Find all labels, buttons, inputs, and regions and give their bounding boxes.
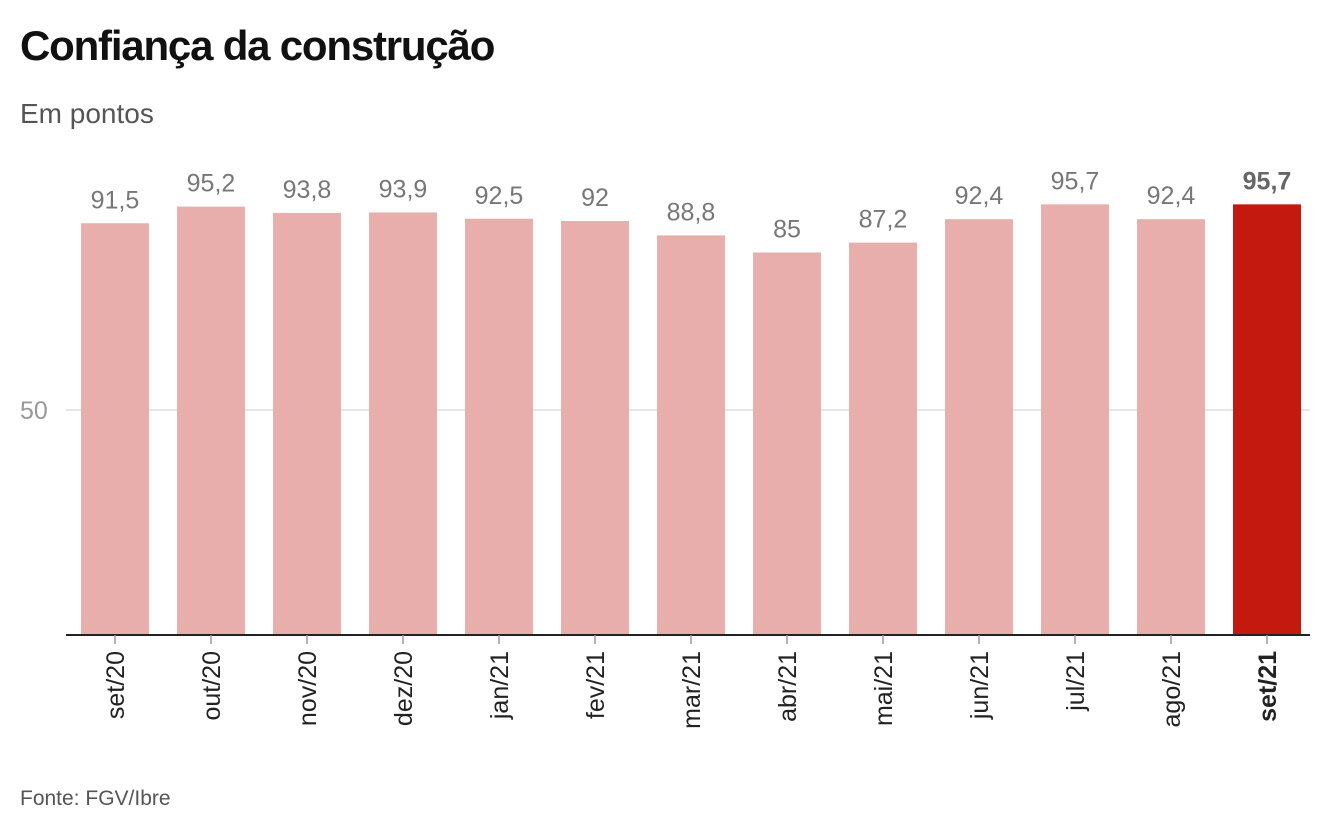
- bar-dez-20: [369, 212, 437, 635]
- source-note: Fonte: FGV/Ibre: [20, 787, 171, 810]
- value-label: 95,2: [187, 170, 236, 198]
- bar-abr-21: [753, 252, 821, 635]
- chart-title: Confiança da construção: [20, 22, 495, 69]
- value-label: 92,5: [475, 182, 524, 210]
- bar-jan-21: [465, 218, 533, 635]
- value-label: 92,4: [1147, 182, 1196, 210]
- axes: set/20 out/20 nov/20 dez/20 jan/21 fev/21 mar/…: [66, 634, 1310, 729]
- y-tick-label: 50: [20, 397, 48, 425]
- value-label: 95,7: [1243, 167, 1292, 195]
- value-label: 92,4: [955, 182, 1004, 210]
- value-label: 92: [581, 184, 609, 212]
- bars: [81, 204, 1301, 635]
- value-labels: 91,5 95,2 93,8 93,9 92,5 92 88,8 85 87,2 92,4 95,7…: [91, 167, 1292, 243]
- bar-nov-20: [273, 212, 341, 635]
- bar-jun-21: [945, 219, 1013, 635]
- x-tick-label: fev/21: [582, 651, 610, 719]
- x-tick-label: out/20: [198, 651, 226, 721]
- x-tick-label: mar/21: [678, 651, 706, 729]
- x-tick-label: jan/21: [486, 651, 514, 720]
- bar-out-20: [177, 206, 245, 635]
- x-tick-label: jun/21: [966, 651, 994, 720]
- bar-fev-21: [561, 221, 629, 635]
- value-label: 95,7: [1051, 167, 1100, 195]
- x-tick-label: set/20: [102, 651, 130, 719]
- bar-ago-21: [1137, 219, 1205, 635]
- x-tick-label: nov/20: [294, 651, 322, 726]
- value-label: 85: [773, 216, 801, 244]
- value-label: 91,5: [91, 186, 140, 214]
- bar-set-20: [81, 223, 149, 635]
- bar-mar-21: [657, 235, 725, 635]
- value-label: 93,8: [283, 176, 332, 204]
- x-tick-label: ago/21: [1158, 651, 1186, 727]
- bar-jul-21: [1041, 204, 1109, 635]
- x-tick-label: mai/21: [870, 651, 898, 726]
- bar-mai-21: [849, 242, 917, 635]
- x-tick-label: abr/21: [774, 651, 802, 722]
- x-tick-label: jul/21: [1062, 651, 1090, 712]
- value-label: 87,2: [859, 206, 908, 234]
- bar-set-21: [1233, 204, 1301, 635]
- chart-subtitle: Em pontos: [20, 98, 154, 129]
- value-label: 88,8: [667, 198, 716, 226]
- x-tick-label: dez/20: [390, 651, 418, 726]
- value-label: 93,9: [379, 175, 428, 203]
- x-tick-label: set/21: [1254, 651, 1282, 722]
